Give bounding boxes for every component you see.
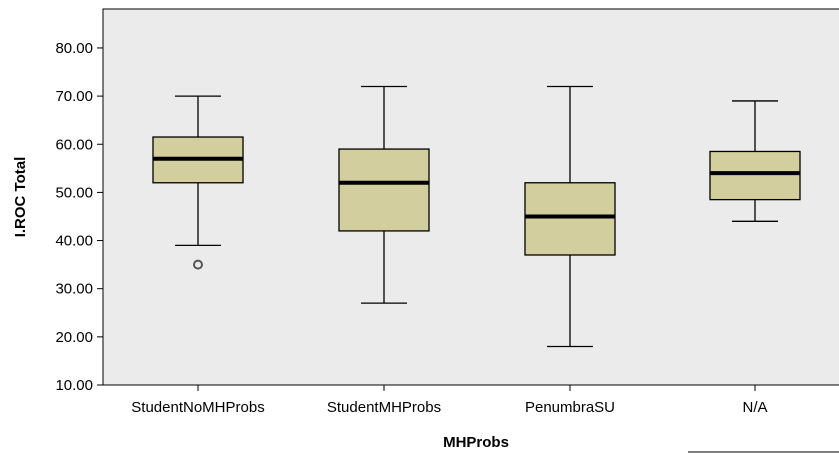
y-axis-title: I.ROC Total (12, 157, 29, 238)
box-group (709, 100, 801, 222)
box-group (524, 85, 616, 348)
outlier-point (193, 259, 203, 270)
y-tick-label: 50.00 (55, 184, 93, 201)
y-axis: 10.00 20.00 30.00 40.00 50.00 60.00 70.00 80.00 (55, 40, 103, 394)
y-tick-label: 40.00 (55, 233, 93, 250)
x-tick-label: StudentMHProbs (327, 399, 441, 416)
y-tick-label: 20.00 (55, 329, 93, 346)
iqr-box (338, 148, 430, 232)
y-tick-label: 10.00 (55, 377, 93, 394)
x-axis-title: MHProbs (443, 434, 509, 451)
iqr-box (709, 150, 801, 201)
y-tick-label: 60.00 (55, 136, 93, 153)
y-tick-label: 30.00 (55, 281, 93, 298)
boxes-group (152, 85, 801, 348)
box-group (152, 95, 244, 270)
x-axis: StudentNoMHProbs StudentMHProbs PenumbraSU… (131, 385, 768, 416)
y-tick-label: 80.00 (55, 40, 93, 57)
x-tick-label: StudentNoMHProbs (131, 399, 264, 416)
y-tick-label: 70.00 (55, 88, 93, 105)
box-group (338, 85, 430, 304)
x-tick-label: N/A (742, 399, 767, 416)
iqr-box (524, 182, 616, 256)
x-tick-label: PenumbraSU (525, 399, 615, 416)
